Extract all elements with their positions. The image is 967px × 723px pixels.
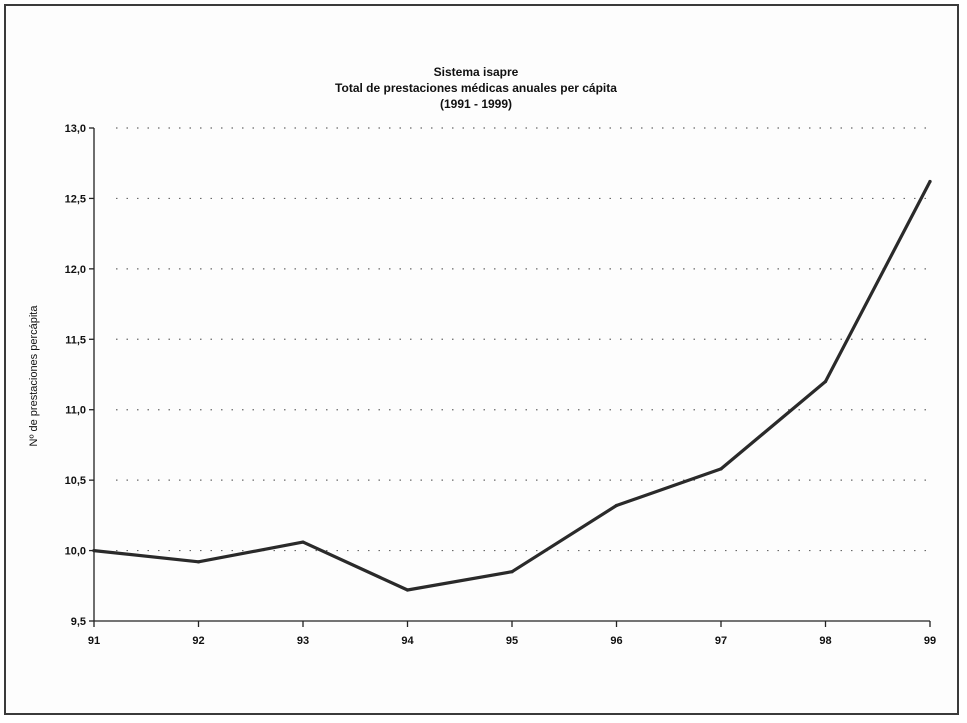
data-point <box>510 570 514 574</box>
x-tick-label: 93 <box>297 635 309 647</box>
x-tick-label: 99 <box>924 635 936 647</box>
data-point <box>92 548 96 553</box>
y-tick-label: 11,0 <box>65 405 86 417</box>
axes: 9,5 10,0 10,5 11,0 11,5 12,0 12,5 13,0 91 92 93 94 9… <box>65 123 937 647</box>
data-point <box>823 379 828 384</box>
data-point <box>405 588 410 592</box>
x-tick-label: 97 <box>715 635 727 647</box>
x-tick-label: 96 <box>610 635 622 647</box>
y-tick-label: 12,0 <box>65 264 86 276</box>
gridlines <box>116 127 934 552</box>
x-tick-label: 91 <box>88 635 100 647</box>
chart-subtitle: Total de prestaciones médicas anuales pe… <box>335 81 617 95</box>
y-tick-label: 13,0 <box>65 123 86 135</box>
y-tick-label: 9,5 <box>71 616 86 628</box>
x-tick-label: 98 <box>819 635 831 647</box>
y-tick-label: 10,5 <box>65 475 86 487</box>
y-axis-label: Nº de prestaciones percápita <box>28 305 40 447</box>
data-point <box>614 503 619 508</box>
y-tick-label: 10,0 <box>65 546 86 558</box>
data-point <box>301 540 305 544</box>
data-point <box>196 560 201 564</box>
series-line <box>92 179 932 592</box>
series-layer <box>92 179 932 592</box>
data-point <box>928 179 932 184</box>
x-tick-label: 94 <box>401 635 414 647</box>
line-chart: Sistema isapre Total de prestaciones méd… <box>28 65 937 647</box>
y-tick-label: 12,5 <box>65 193 86 205</box>
data-point <box>719 467 723 471</box>
x-tick-label: 92 <box>192 635 204 647</box>
chart-frame: Sistema isapre Total de prestaciones méd… <box>4 4 959 715</box>
chart-subtitle-years: (1991 - 1999) <box>440 97 512 111</box>
x-tick-label: 95 <box>506 635 518 647</box>
chart-title: Sistema isapre <box>434 65 519 79</box>
y-tick-label: 11,5 <box>65 334 86 346</box>
